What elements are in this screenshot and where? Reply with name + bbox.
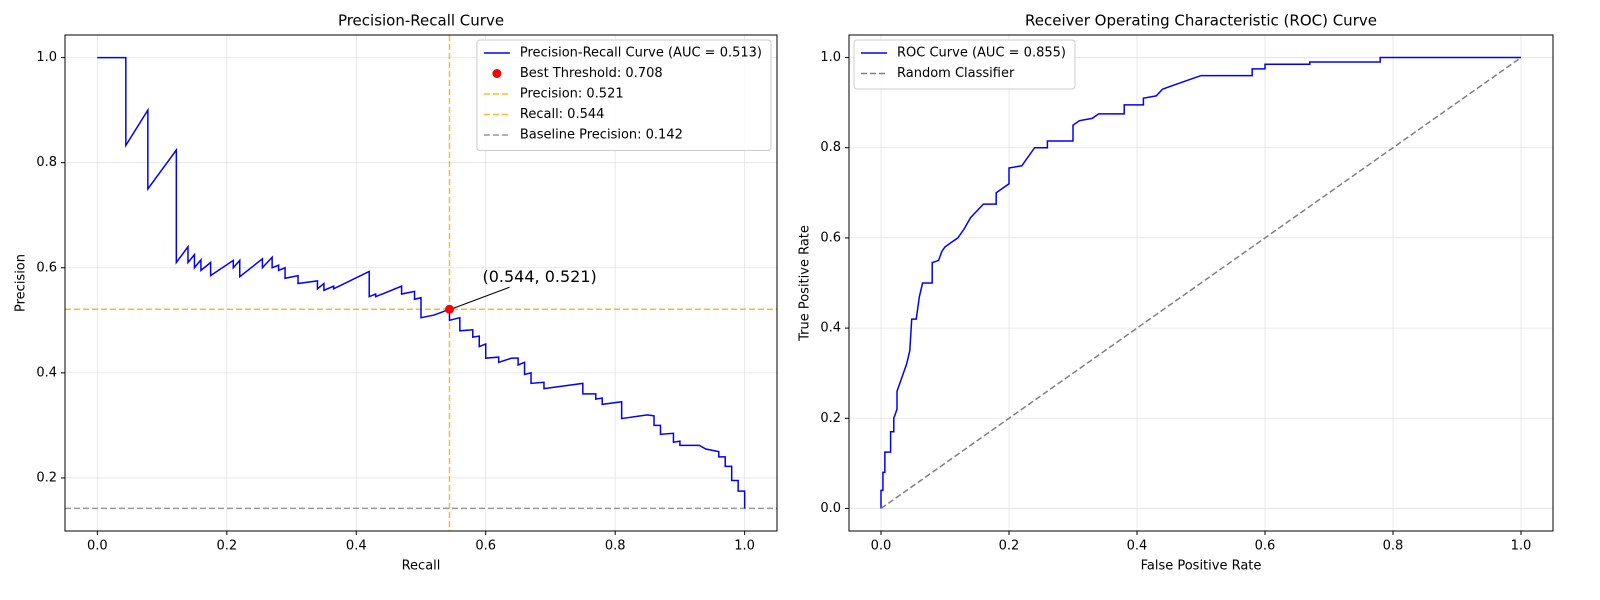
y-tick-label: 0.6 bbox=[820, 230, 841, 245]
point bbox=[444, 304, 454, 314]
legend-label: Random Classifier bbox=[897, 66, 1015, 81]
line-series bbox=[880, 56, 1521, 509]
y-tick-label: 0.2 bbox=[36, 470, 57, 485]
legend-label: ROC Curve (AUC = 0.855) bbox=[897, 46, 1066, 61]
y-tick-label: 0.4 bbox=[36, 365, 57, 380]
axes: Receiver Operating Characteristic (ROC) … bbox=[798, 12, 1554, 574]
legend-label: Baseline Precision: 0.142 bbox=[520, 128, 683, 143]
y-tick-label: 1.0 bbox=[820, 50, 841, 65]
y-tick-label: 0.2 bbox=[820, 411, 841, 426]
y-tick-label: 0.4 bbox=[820, 321, 841, 336]
x-tick-label: 0.2 bbox=[999, 539, 1020, 554]
x-tick-label: 0.6 bbox=[475, 539, 496, 554]
legend-box bbox=[476, 39, 772, 151]
x-tick-label: 0.8 bbox=[1383, 539, 1404, 554]
x-axis-label: False Positive Rate bbox=[1141, 559, 1262, 574]
legend-box bbox=[853, 39, 1076, 90]
y-tick-label: 0.0 bbox=[820, 501, 841, 516]
axes: Precision-Recall Curve Recall Precision 0.0… bbox=[14, 12, 778, 574]
legend-label: Precision-Recall Curve (AUC = 0.513) bbox=[520, 46, 762, 61]
chart-title: Receiver Operating Characteristic (ROC) … bbox=[1025, 12, 1377, 30]
y-axis-label: True Positive Rate bbox=[798, 225, 813, 342]
legend-label: Best Threshold: 0.708 bbox=[520, 66, 663, 81]
y-tick-label: 0.6 bbox=[36, 260, 57, 275]
y-tick-label: 1.0 bbox=[36, 50, 57, 65]
y-tick-label: 0.8 bbox=[820, 140, 841, 155]
annotation-arrow bbox=[453, 286, 510, 309]
x-tick-label: 0.4 bbox=[346, 539, 367, 554]
y-axis-label: Precision bbox=[14, 254, 29, 312]
y-tick-label: 0.8 bbox=[36, 155, 57, 170]
x-tick-label: 0.0 bbox=[871, 539, 892, 554]
legend: Precision-Recall Curve (AUC = 0.513) Best… bbox=[476, 39, 772, 151]
legend-label: Recall: 0.544 bbox=[520, 107, 605, 122]
line-series bbox=[880, 56, 1522, 510]
chart-title: Precision-Recall Curve bbox=[338, 12, 504, 30]
x-tick-label: 0.8 bbox=[605, 539, 626, 554]
legend: ROC Curve (AUC = 0.855) Random Classifier bbox=[853, 39, 1076, 90]
x-axis-label: Recall bbox=[402, 559, 441, 574]
legend-label: Precision: 0.521 bbox=[520, 87, 624, 102]
annotation: (0.544, 0.521) bbox=[482, 267, 596, 286]
line-series bbox=[97, 56, 746, 509]
x-tick-label: 0.6 bbox=[1255, 539, 1276, 554]
x-tick-label: 0.4 bbox=[1127, 539, 1148, 554]
x-tick-label: 0.2 bbox=[216, 539, 237, 554]
x-tick-label: 1.0 bbox=[1511, 539, 1532, 554]
legend-marker bbox=[492, 69, 502, 78]
x-tick-label: 0.0 bbox=[87, 539, 108, 554]
axes-frame bbox=[848, 34, 1554, 532]
axes-frame bbox=[64, 34, 778, 532]
x-tick-label: 1.0 bbox=[734, 539, 755, 554]
